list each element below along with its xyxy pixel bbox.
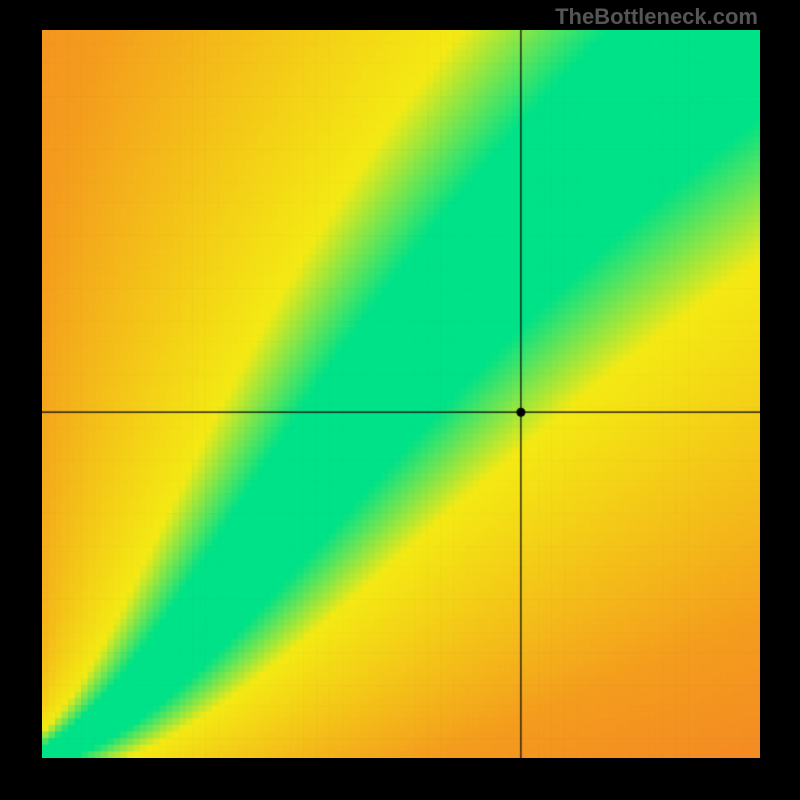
bottleneck-heatmap	[42, 30, 760, 758]
watermark-text: TheBottleneck.com	[555, 4, 758, 30]
chart-container: TheBottleneck.com	[0, 0, 800, 800]
